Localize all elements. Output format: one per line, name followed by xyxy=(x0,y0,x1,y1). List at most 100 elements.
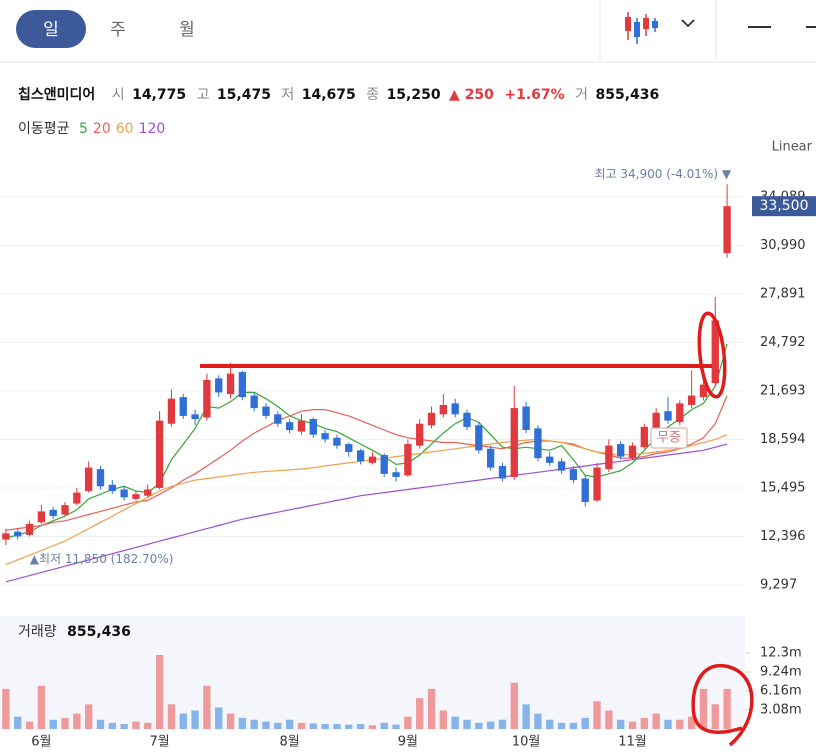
volume-bar xyxy=(451,716,459,729)
volume-bar xyxy=(274,722,282,729)
volume-bar xyxy=(356,724,365,729)
candle-body xyxy=(262,406,270,416)
volume-bar xyxy=(593,701,601,729)
candle-body xyxy=(664,411,672,421)
quote-value: 855,436 xyxy=(595,87,659,103)
volume-bar xyxy=(345,724,353,729)
volume-bar xyxy=(25,721,34,729)
quote-value: 15,475 xyxy=(217,87,271,103)
drawn-ellipse xyxy=(697,311,727,399)
x-tick-label: 8월 xyxy=(280,735,300,750)
volume-bar xyxy=(14,716,22,729)
volume-bar xyxy=(285,719,294,729)
tab[interactable]: 일 xyxy=(43,20,59,40)
candle-body xyxy=(356,450,365,462)
candle-body xyxy=(120,489,128,498)
quote-label: 시 xyxy=(112,87,125,103)
scale-toggle[interactable]: Linear xyxy=(772,140,813,155)
volume-bar xyxy=(238,717,247,729)
volume-bar xyxy=(167,704,176,729)
candle-body xyxy=(404,444,412,476)
volume-tick-label: 9.24m xyxy=(760,665,802,680)
candle-body xyxy=(226,373,235,394)
y-tick-label: 9,297 xyxy=(760,578,797,593)
tab[interactable]: 주 xyxy=(110,20,126,40)
candle-body xyxy=(179,397,187,416)
volume-bar xyxy=(368,725,377,729)
volume-tick-label: 12.3m xyxy=(760,646,802,661)
quote-value: 14,675 xyxy=(302,87,356,103)
volume-bar xyxy=(132,721,140,729)
quote-label: 종 xyxy=(366,87,379,103)
candle-body xyxy=(85,467,93,492)
candle-body xyxy=(321,433,329,440)
volume-bar xyxy=(581,717,589,729)
volume-bar xyxy=(687,716,696,729)
quote-label: 저 xyxy=(281,87,294,103)
x-tick-label: 7월 xyxy=(149,735,169,750)
candle-body xyxy=(676,403,684,423)
candle-body xyxy=(167,398,176,424)
volume-bar xyxy=(557,722,566,729)
candle-body xyxy=(392,472,400,477)
volume-bar xyxy=(605,710,613,729)
candle-body xyxy=(498,465,507,479)
volume-bar xyxy=(380,722,388,729)
volume-bar xyxy=(309,723,317,729)
y-tick-label: 18,594 xyxy=(760,432,806,447)
last-price-tag xyxy=(752,196,816,217)
volume-bar xyxy=(262,721,270,729)
volume-bar xyxy=(475,722,483,729)
event-marker: 무증 xyxy=(657,431,681,446)
candle-body xyxy=(191,414,199,420)
ma-line xyxy=(5,343,728,539)
candle-body xyxy=(439,404,448,415)
tab-selected-bg[interactable] xyxy=(16,10,86,48)
candle-body xyxy=(475,425,483,451)
volume-title-value: 855,436 xyxy=(67,624,131,640)
candle-body xyxy=(569,469,578,481)
candle-body xyxy=(557,461,566,471)
tab[interactable]: 월 xyxy=(179,20,195,40)
chart-type-icon[interactable] xyxy=(625,12,658,44)
candle-body xyxy=(285,422,294,430)
candle-body xyxy=(546,456,554,463)
candle-body xyxy=(463,412,471,427)
candle-body xyxy=(617,444,625,457)
volume-bar xyxy=(699,688,708,729)
candle-body xyxy=(96,469,105,487)
dropdown-chevron[interactable] xyxy=(681,19,695,28)
candle-body xyxy=(108,484,116,492)
x-tick-label: 11월 xyxy=(618,735,647,750)
candle-body xyxy=(628,445,637,459)
volume-bar xyxy=(723,688,731,729)
y-tick-label: 24,792 xyxy=(760,335,806,350)
volume-bar xyxy=(179,713,187,729)
volume-bar xyxy=(37,685,46,729)
volume-bar xyxy=(486,721,495,729)
candle-body xyxy=(250,395,258,409)
quote-change: ▲ 250 xyxy=(449,87,494,103)
volume-bar xyxy=(215,707,223,729)
volume-bar xyxy=(85,704,93,729)
volume-bar xyxy=(640,717,648,729)
candle-body xyxy=(522,406,530,430)
ma-title: 이동평균 xyxy=(18,121,70,137)
volume-bar xyxy=(120,724,128,729)
volume-bar xyxy=(463,719,471,729)
low-annotation: ▲최저 11,850 (182.70%) xyxy=(30,552,174,566)
volume-bar xyxy=(155,655,164,729)
volume-bar xyxy=(333,724,341,729)
volume-bar xyxy=(404,716,412,729)
volume-bar xyxy=(427,688,436,729)
last-price-label: 33,500 xyxy=(760,198,809,214)
volume-bar xyxy=(439,710,448,729)
volume-bar xyxy=(191,710,199,729)
volume-bar xyxy=(510,682,518,729)
candle-body xyxy=(25,523,34,535)
volume-bar xyxy=(61,717,69,729)
candle-body xyxy=(687,395,696,405)
quote-value: 15,250 xyxy=(387,87,441,103)
legend-entry: 120 xyxy=(139,121,166,137)
